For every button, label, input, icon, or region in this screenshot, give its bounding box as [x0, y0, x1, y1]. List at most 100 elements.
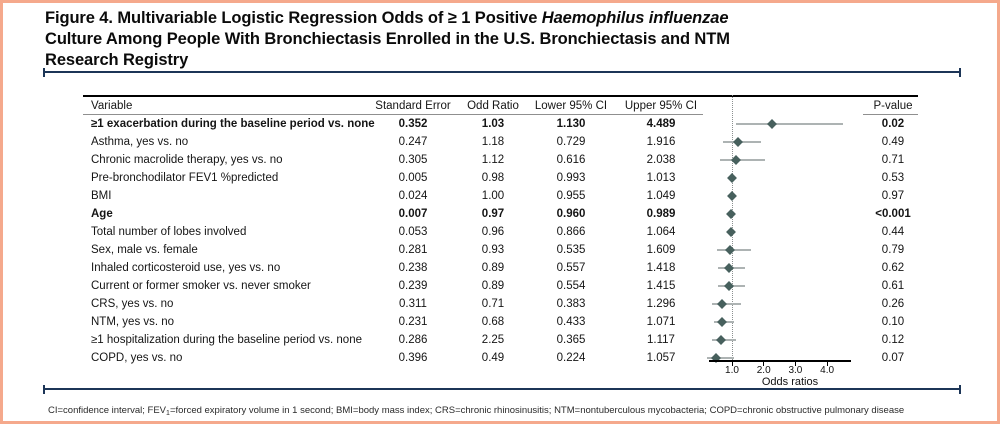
upper-ci-cell: 1.057: [646, 352, 676, 364]
variable-cell: Inhaled corticosteroid use, yes vs. no: [91, 262, 281, 274]
lower-ci-cell: 0.616: [556, 154, 586, 166]
se-cell: 0.396: [398, 352, 428, 364]
title-species-italic: Haemophilus influenzae: [541, 9, 729, 27]
table-row: Total number of lobes involved 0.053 0.96 0…: [83, 223, 918, 241]
upper-ci-cell: 4.489: [646, 118, 676, 130]
variable-cell: NTM, yes vs. no: [91, 316, 175, 328]
table-row: ≥1 exacerbation during the baseline peri…: [83, 115, 918, 133]
rule-endcap-right: [959, 385, 961, 394]
pvalue-cell: 0.79: [881, 244, 905, 256]
lower-ci-cell: 0.960: [556, 208, 586, 220]
divider-rule-bottom: [43, 385, 961, 394]
table-row: Inhaled corticosteroid use, yes vs. no 0.…: [83, 259, 918, 277]
title-line3-text: Research Registry: [45, 51, 189, 69]
title-line2-text: Culture Among People With Bronchiectasis…: [45, 30, 730, 48]
footnote-subscript: 1: [166, 410, 170, 417]
or-cell: 1.03: [481, 118, 505, 130]
upper-ci-cell: 2.038: [646, 154, 676, 166]
lower-ci-cell: 0.993: [556, 172, 586, 184]
pvalue-cell: 0.49: [881, 136, 905, 148]
or-cell: 1.12: [481, 154, 505, 166]
header-underline-left: [83, 114, 703, 115]
upper-ci-cell: 1.064: [646, 226, 676, 238]
se-cell: 0.238: [398, 262, 428, 274]
variable-cell: Age: [91, 208, 113, 220]
variable-cell: Sex, male vs. female: [91, 244, 198, 256]
divider-rule-top: [43, 68, 961, 77]
upper-ci-cell: 1.418: [646, 262, 676, 274]
footnote-post: =forced expiratory volume in 1 second; B…: [169, 405, 905, 416]
header-odd-ratio: Odd Ratio: [467, 100, 519, 112]
upper-ci-cell: 1.296: [646, 298, 676, 310]
table-row: CRS, yes vs. no 0.311 0.71 0.383 1.296 0.26: [83, 295, 918, 313]
header-lower-ci: Lower 95% CI: [534, 100, 608, 112]
pvalue-cell: 0.71: [881, 154, 905, 166]
lower-ci-cell: 0.224: [556, 352, 586, 364]
variable-cell: BMI: [91, 190, 112, 202]
upper-ci-cell: 1.013: [646, 172, 676, 184]
variable-cell: COPD, yes vs. no: [91, 352, 183, 364]
or-cell: 0.89: [481, 262, 505, 274]
se-cell: 0.005: [398, 172, 428, 184]
rule-bar: [43, 71, 961, 73]
upper-ci-cell: 1.609: [646, 244, 676, 256]
table-row: Sex, male vs. female 0.281 0.93 0.535 1.609 0…: [83, 241, 918, 259]
table-row: Chronic macrolide therapy, yes vs. no 0.3…: [83, 151, 918, 169]
pvalue-cell: 0.07: [881, 352, 905, 364]
table-row: BMI 0.024 1.00 0.955 1.049 0.97: [83, 187, 918, 205]
regression-table: Variable Standard Error Odd Ratio Lower …: [83, 95, 918, 371]
table-row: Pre-bronchodilator FEV1 %predicted 0.005 0…: [83, 169, 918, 187]
variable-cell: CRS, yes vs. no: [91, 298, 174, 310]
lower-ci-cell: 0.554: [556, 280, 586, 292]
or-cell: 0.96: [481, 226, 505, 238]
lower-ci-cell: 0.383: [556, 298, 586, 310]
se-cell: 0.305: [398, 154, 428, 166]
lower-ci-cell: 0.729: [556, 136, 586, 148]
pvalue-cell: 0.26: [881, 298, 905, 310]
upper-ci-cell: 1.415: [646, 280, 676, 292]
or-cell: 0.68: [481, 316, 505, 328]
table-header-row: Variable Standard Error Odd Ratio Lower …: [83, 98, 918, 114]
header-pvalue: P-value: [873, 100, 913, 112]
or-cell: 0.71: [481, 298, 505, 310]
table-row: Asthma, yes vs. no 0.247 1.18 0.729 1.916 0.4…: [83, 133, 918, 151]
table-row: COPD, yes vs. no 0.396 0.49 0.224 1.057 0.07: [83, 349, 918, 367]
se-cell: 0.286: [398, 334, 428, 346]
pvalue-cell: 0.02: [881, 118, 905, 130]
se-cell: 0.352: [398, 118, 428, 130]
lower-ci-cell: 0.866: [556, 226, 586, 238]
header-upper-ci: Upper 95% CI: [624, 100, 698, 112]
lower-ci-cell: 0.535: [556, 244, 586, 256]
upper-ci-cell: 0.989: [646, 208, 676, 220]
se-cell: 0.281: [398, 244, 428, 256]
abbreviations-footnote: CI=confidence interval; FEV1=forced expi…: [48, 405, 983, 417]
lower-ci-cell: 0.557: [556, 262, 586, 274]
variable-cell: Asthma, yes vs. no: [91, 136, 189, 148]
pvalue-cell: 0.62: [881, 262, 905, 274]
title-line1-text: Figure 4. Multivariable Logistic Regress…: [45, 9, 542, 27]
upper-ci-cell: 1.916: [646, 136, 676, 148]
table-row: Age 0.007 0.97 0.960 0.989 <0.001: [83, 205, 918, 223]
or-cell: 0.89: [481, 280, 505, 292]
variable-cell: Total number of lobes involved: [91, 226, 247, 238]
variable-cell: Chronic macrolide therapy, yes vs. no: [91, 154, 283, 166]
table-row: NTM, yes vs. no 0.231 0.68 0.433 1.071 0.10: [83, 313, 918, 331]
variable-cell: Current or former smoker vs. never smoke…: [91, 280, 311, 292]
or-cell: 0.98: [481, 172, 505, 184]
rule-bar: [43, 388, 961, 390]
upper-ci-cell: 1.117: [647, 334, 675, 346]
se-cell: 0.024: [398, 190, 428, 202]
upper-ci-cell: 1.071: [646, 316, 676, 328]
or-cell: 0.97: [481, 208, 505, 220]
lower-ci-cell: 0.433: [556, 316, 586, 328]
or-cell: 1.18: [481, 136, 505, 148]
variable-cell: ≥1 hospitalization during the baseline p…: [91, 334, 362, 346]
se-cell: 0.247: [398, 136, 428, 148]
se-cell: 0.053: [398, 226, 428, 238]
se-cell: 0.239: [398, 280, 428, 292]
table-top-rule: [83, 95, 918, 97]
variable-cell: Pre-bronchodilator FEV1 %predicted: [91, 172, 279, 184]
or-cell: 1.00: [481, 190, 505, 202]
lower-ci-cell: 0.365: [556, 334, 586, 346]
